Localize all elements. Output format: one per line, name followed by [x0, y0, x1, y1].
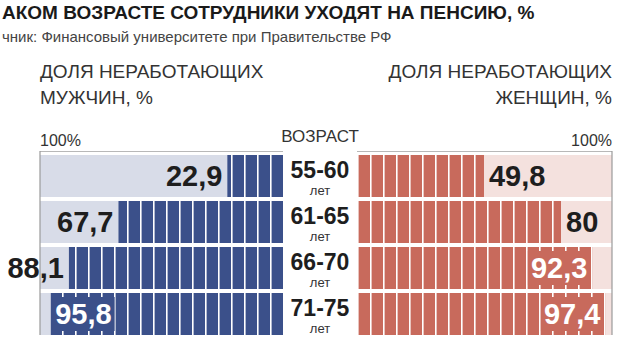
tick-label: 100%	[40, 132, 81, 149]
chart-svg: АКОМ ВОЗРАСТЕ СОТРУДНИКИ УХОДЯТ НА ПЕНСИ…	[0, 0, 630, 355]
plot-area	[40, 155, 283, 335]
category-label: 55-60	[291, 157, 350, 183]
category-label: 71-75	[291, 295, 350, 321]
category-label: 61-65	[291, 203, 350, 229]
bar	[357, 201, 561, 243]
row-background	[357, 293, 612, 335]
axis-line	[40, 151, 283, 152]
series-name-line: ЖЕНЩИН, %	[495, 87, 612, 108]
category-unit: лет	[310, 321, 330, 336]
chart-root: АКОМ ВОЗРАСТЕ СОТРУДНИКИ УХОДЯТ НА ПЕНСИ…	[0, 0, 630, 355]
data-label: 92,3	[531, 252, 587, 284]
tick-label: 100%	[571, 132, 612, 149]
row-background	[40, 293, 283, 335]
data-label: 80	[566, 206, 598, 238]
row-background	[357, 247, 612, 289]
series-name-line: ДОЛЯ НЕРАБОТАЮЩИХ	[40, 61, 264, 82]
data-label: 49,8	[489, 160, 545, 192]
category-label: 66-70	[291, 249, 350, 275]
subtitle: чник: Финансовый университете при Правит…	[2, 28, 392, 45]
data-label: 22,9	[166, 160, 222, 192]
category-unit: лет	[310, 275, 330, 290]
bar	[227, 155, 283, 197]
row-background	[40, 247, 283, 289]
data-label: 88,1	[7, 252, 63, 284]
series-name: ДОЛЯ НЕРАБОТАЮЩИХ ЖЕНЩИН, %	[389, 61, 613, 108]
axis-label: ВОЗРАСТ	[281, 127, 359, 146]
tick-line	[611, 151, 612, 335]
plot-area	[357, 155, 612, 335]
data-label: 95,8	[55, 298, 111, 330]
axis-line	[357, 151, 612, 152]
row-background	[40, 155, 283, 197]
bar	[50, 293, 283, 335]
category-unit: лет	[310, 183, 330, 198]
data-label-background	[541, 297, 603, 331]
row-background	[40, 201, 283, 243]
bar	[357, 247, 592, 289]
series-name-line: ДОЛЯ НЕРАБОТАЮЩИХ	[389, 61, 613, 82]
row-background	[357, 155, 612, 197]
data-label: 67,7	[57, 206, 113, 238]
tick-line	[39, 151, 40, 335]
bar	[69, 247, 283, 289]
row-background	[357, 201, 612, 243]
data-label-background	[528, 251, 590, 285]
bar	[357, 155, 484, 197]
title: АКОМ ВОЗРАСТЕ СОТРУДНИКИ УХОДЯТ НА ПЕНСИ…	[2, 2, 534, 23]
bar	[357, 293, 605, 335]
series-name: ДОЛЯ НЕРАБОТАЮЩИХ МУЖЧИН, %	[40, 61, 264, 108]
category-unit: лет	[310, 229, 330, 244]
bar	[118, 201, 283, 243]
series-name-line: МУЖЧИН, %	[40, 87, 153, 108]
data-label-background	[52, 297, 114, 331]
data-label: 97,4	[544, 298, 600, 330]
